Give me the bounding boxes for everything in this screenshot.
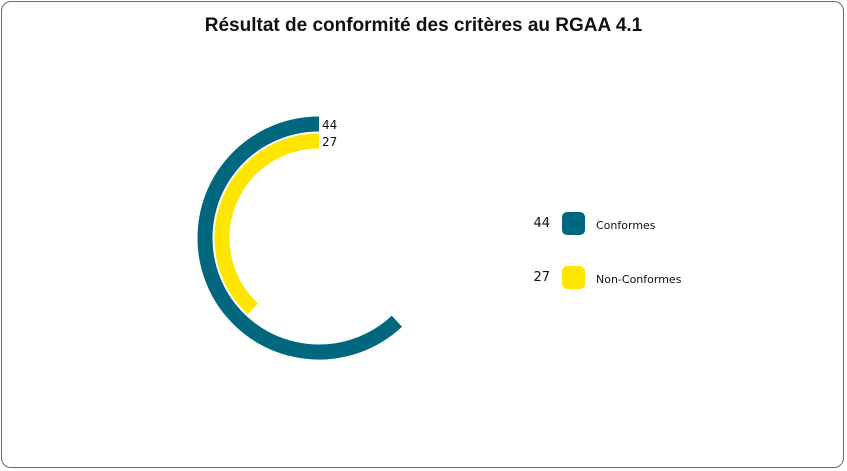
legend-value-non-conformes: 27 [533, 270, 550, 285]
arc-conformes[interactable] [197, 116, 403, 360]
radial-arcs [197, 116, 403, 360]
legend-label-conformes: Conformes [596, 219, 656, 232]
legend-item-conformes[interactable]: 44 Conformes [530, 210, 730, 238]
legend-value-conformes: 44 [533, 216, 550, 231]
legend-swatch-non-conformes [562, 266, 585, 289]
arc-value-label-conformes: 44 [322, 118, 337, 132]
arc-value-label-non-conformes: 27 [322, 135, 337, 149]
arc-non-conformes[interactable] [214, 133, 320, 315]
chart-title: Résultat de conformité des critères au R… [204, 15, 643, 36]
legend-label-non-conformes: Non-Conformes [596, 273, 682, 286]
legend-item-non-conformes[interactable]: 27 Non-Conformes [530, 264, 730, 292]
legend-swatch-conformes [562, 212, 585, 235]
